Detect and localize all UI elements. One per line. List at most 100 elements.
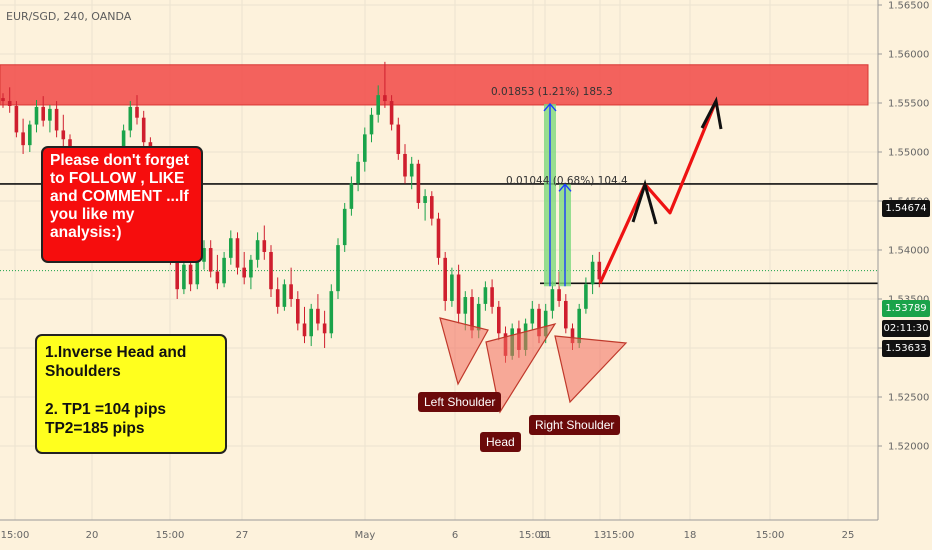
tp-measure-arrowhead (558, 183, 572, 192)
resistance-zone (0, 64, 869, 106)
candle-body (363, 134, 367, 162)
candle-body (383, 95, 387, 102)
right-shoulder-triangle (554, 335, 628, 404)
candle-body (61, 130, 66, 140)
candle-body (443, 257, 447, 301)
projection-arrow (598, 96, 723, 284)
time-tick-label: 25 (842, 530, 855, 541)
time-tick-label: 15:00 (756, 530, 785, 541)
candle-body (249, 259, 253, 278)
candle-body (456, 274, 461, 314)
candle-body (389, 101, 394, 125)
pattern-triangles (439, 317, 628, 414)
candle-body (342, 208, 347, 246)
time-tick-label: May (355, 530, 376, 541)
candle-body (329, 291, 334, 334)
candle-body (282, 284, 287, 307)
candle-body (530, 308, 535, 324)
candle-body (336, 245, 340, 292)
candle-body (235, 238, 240, 268)
candle-body (430, 196, 434, 219)
chart-title: EUR/SGD, 240, OANDA (6, 10, 132, 23)
candle-body (483, 287, 488, 304)
bar-countdown-label: 02:11:30 (882, 320, 930, 337)
candle-body (135, 106, 139, 118)
candle-body (41, 106, 45, 121)
time-tick-label: 15:00 (1, 530, 30, 541)
candle-body (543, 310, 548, 337)
left-shoulder-label: Left Shoulder (418, 392, 502, 412)
candle-body (188, 264, 193, 285)
price-tick-label: 1.52500 (888, 393, 929, 404)
candle-body (396, 124, 401, 154)
candle-body (175, 257, 179, 290)
tp2-measure-label: 0.01853 (1.21%) 185.3 (491, 86, 613, 98)
current-price-label[interactable]: 1.53789 (882, 300, 930, 317)
candle-body (255, 240, 260, 260)
candle-body (369, 114, 374, 135)
candle-body (195, 261, 200, 285)
candle-body (1, 98, 5, 102)
right-shoulder-label: Right Shoulder (529, 415, 621, 435)
candle-body (21, 132, 25, 146)
candle-body (476, 303, 481, 331)
head-triangle (485, 323, 557, 414)
candle-body (296, 299, 300, 324)
candle-body (309, 308, 313, 337)
time-tick-label: 15:00 (606, 530, 635, 541)
candle-body (423, 196, 427, 203)
resistance-price-label[interactable]: 1.54674 (882, 200, 930, 217)
time-tick-label: 20 (86, 530, 99, 541)
candle-body (128, 106, 133, 131)
price-tick-label: 1.56000 (888, 50, 929, 61)
time-tick-label: 13 (594, 530, 607, 541)
head-label: Head (480, 432, 521, 452)
candle-body (403, 153, 407, 177)
time-tick-label: 11 (539, 530, 552, 541)
candle-body (275, 289, 280, 307)
left-shoulder-triangle (439, 317, 489, 386)
price-tick-label: 1.52000 (888, 442, 929, 453)
candle-body (463, 297, 468, 314)
price-tick-label: 1.54000 (888, 246, 929, 257)
candle-body (409, 163, 414, 177)
time-tick-label: 27 (236, 530, 249, 541)
tp-measure-bars (543, 102, 572, 287)
follow-reminder-note: Please don't forget to FOLLOW , LIKE and… (41, 146, 203, 263)
time-tick-label: 18 (684, 530, 697, 541)
candle-body (182, 264, 186, 290)
projection-arrowhead-1 (631, 179, 658, 225)
time-tick-label: 15:00 (519, 530, 548, 541)
candle-body (141, 117, 146, 143)
candle-body (289, 284, 293, 299)
candle-body (215, 271, 220, 284)
candle-body (202, 248, 206, 262)
candle-body (54, 108, 59, 131)
candle-body (436, 218, 441, 258)
candle-body (229, 238, 233, 258)
candle-body (222, 257, 226, 284)
time-tick-label: 6 (452, 530, 458, 541)
candle-body (48, 108, 52, 121)
follow-reminder-text: Please don't forget to FOLLOW , LIKE and… (50, 152, 189, 241)
time-tick-label: 15:00 (156, 530, 185, 541)
analysis-summary-text: 1.Inverse Head and Shoulders 2. TP1 =104… (45, 344, 187, 437)
candle-body (590, 261, 595, 285)
candle-body (416, 163, 421, 203)
candle-body (34, 106, 39, 125)
candle-body (322, 323, 327, 334)
candle-body (584, 284, 588, 309)
candle-body (302, 323, 307, 337)
candle-body (537, 308, 541, 337)
candle-body (28, 124, 32, 146)
candle-body (564, 300, 568, 329)
tp1-measure-label: 0.01044 (0.68%) 104.4 (506, 175, 628, 187)
projection-path (598, 100, 718, 284)
candle-body (376, 95, 380, 115)
candle-body (450, 274, 454, 301)
neckline-price-label[interactable]: 1.53633 (882, 340, 930, 357)
tp-measure-arrowhead (543, 102, 557, 112)
candle-body (490, 287, 494, 307)
